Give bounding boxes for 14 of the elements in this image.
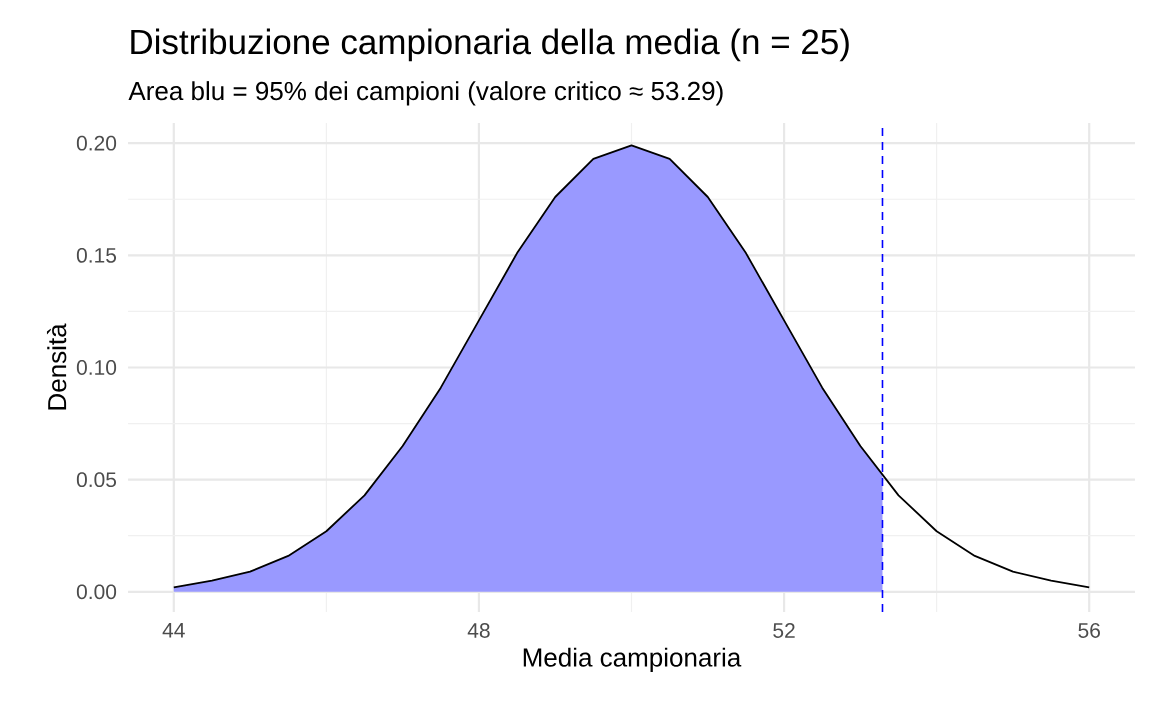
x-tick-label: 44 <box>162 623 185 638</box>
y-tick-label: 0.00 <box>76 584 117 600</box>
y-tick-label: 0.15 <box>76 247 117 263</box>
chart-subtitle: Area blu = 95% dei campioni (valore critico ≈ 53.29) <box>128 81 723 106</box>
y-tick-label: 0.20 <box>76 135 117 151</box>
x-axis-title: Media campionaria <box>523 647 742 672</box>
y-tick-label: 0.05 <box>76 472 117 488</box>
y-axis-title: Densità <box>46 323 67 410</box>
y-tick-label: 0.10 <box>76 360 117 375</box>
line-series <box>172 144 1091 589</box>
chart-title: Distribuzione campionaria della media (n = 25) <box>131 28 849 62</box>
x-tick-label: 52 <box>773 623 795 638</box>
x-tick-label: 48 <box>467 623 490 638</box>
x-tick-label: 56 <box>1078 623 1100 638</box>
